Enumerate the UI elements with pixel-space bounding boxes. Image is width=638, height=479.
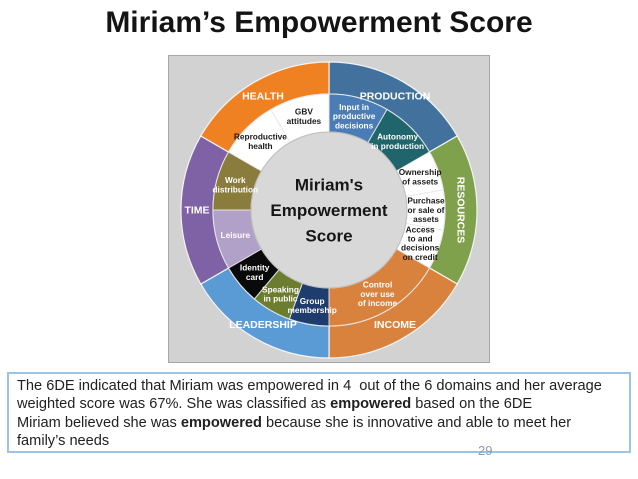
- wheel-center-circle: [250, 131, 408, 289]
- summary-text-box: The 6DE indicated that Miriam was empowe…: [7, 372, 631, 453]
- empowerment-wheel-diagram: PRODUCTIONRESOURCESINCOMELEADERSHIPTIMEH…: [180, 61, 478, 359]
- empowerment-wheel-panel: PRODUCTION RESOURCES INCOME LEADERSHIP TIME H…: [168, 55, 490, 363]
- slide-title: Miriam’s Empowerment Score: [105, 6, 533, 39]
- summary-paragraph-1: The 6DE indicated that Miriam was empowe…: [17, 378, 606, 413]
- page-number: 29: [478, 443, 493, 458]
- summary-paragraph-2: Miriam believed she was empowered becaus…: [17, 414, 576, 450]
